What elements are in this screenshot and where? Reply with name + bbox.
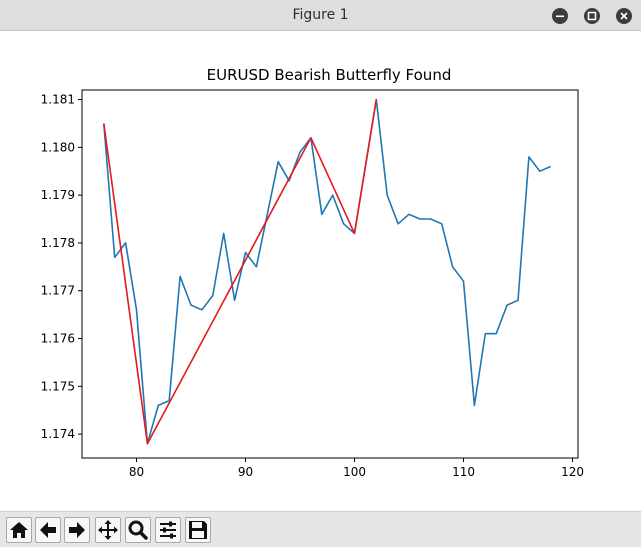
maximize-button[interactable]	[584, 8, 600, 24]
x-tick-label: 80	[129, 465, 144, 479]
zoom-icon	[128, 520, 148, 540]
window-title: Figure 1	[292, 7, 349, 23]
close-icon	[620, 12, 628, 20]
pan-button[interactable]	[95, 517, 121, 543]
y-tick-label: 1.180	[41, 140, 75, 154]
forward-button[interactable]	[64, 517, 90, 543]
series-layer	[103, 98, 552, 445]
window-titlebar: Figure 1	[0, 0, 641, 31]
price-line	[103, 98, 552, 445]
back-button[interactable]	[35, 517, 61, 543]
configure-subplots-icon	[160, 521, 176, 539]
pattern-line	[103, 99, 378, 445]
y-tick-label: 1.179	[41, 188, 75, 202]
close-button[interactable]	[616, 8, 632, 24]
back-icon	[40, 522, 56, 538]
save-button[interactable]	[185, 517, 211, 543]
x-tick-label: 90	[238, 465, 253, 479]
save-icon	[189, 521, 207, 539]
maximize-icon	[587, 11, 597, 21]
chart-title: EURUSD Bearish Butterfly Found	[207, 66, 452, 84]
minimize-button[interactable]	[552, 8, 568, 24]
x-tick-label: 100	[343, 465, 366, 479]
y-tick-label: 1.177	[41, 284, 75, 298]
y-tick-label: 1.178	[41, 236, 75, 250]
x-tick-label: 110	[452, 465, 475, 479]
y-tick-label: 1.181	[41, 93, 75, 107]
chart: EURUSD Bearish Butterfly Found 80 90 100 11…	[41, 66, 584, 479]
figure-canvas: EURUSD Bearish Butterfly Found 80 90 100 11…	[0, 31, 641, 511]
pan-icon	[98, 520, 118, 540]
configure-subplots-button[interactable]	[155, 517, 181, 543]
y-tick-label: 1.176	[41, 332, 75, 346]
home-button[interactable]	[6, 517, 32, 543]
y-tick-label: 1.175	[41, 379, 75, 393]
x-axis: 80 90 100 110 120	[129, 458, 584, 479]
navigation-toolbar	[0, 511, 641, 547]
y-axis: 1.174 1.175 1.176 1.177 1.178 1.179 1.180 1.181	[41, 93, 82, 441]
zoom-button[interactable]	[125, 517, 151, 543]
minimize-icon	[556, 15, 564, 18]
plot-area	[81, 89, 579, 459]
x-tick-label: 120	[561, 465, 584, 479]
forward-icon	[69, 522, 85, 538]
y-tick-label: 1.174	[41, 427, 75, 441]
home-icon	[10, 522, 28, 538]
